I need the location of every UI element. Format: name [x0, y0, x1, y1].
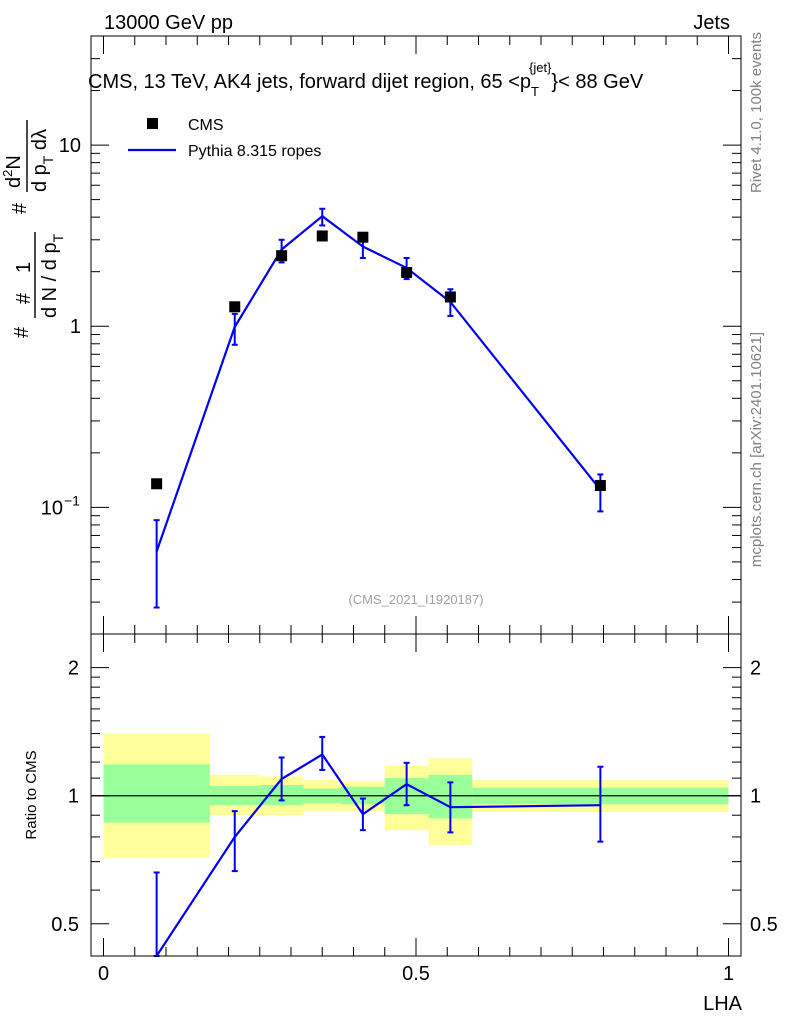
- ylabel-prefix-hash: #: [11, 326, 33, 338]
- ratio-ytick-label-left: 2: [68, 658, 79, 680]
- ylabel-denom-sub: T: [50, 233, 66, 242]
- main-ytick-label: 1: [70, 316, 81, 338]
- legend-marker-cms: [147, 118, 158, 129]
- ratio-pythia-line: [155, 753, 601, 957]
- ylabel-frac1-numer: #1: [13, 262, 35, 304]
- cms-data-point: [357, 231, 369, 243]
- legend-label-cms: CMS: [188, 117, 224, 134]
- title-sup-jet: {jet}: [529, 60, 552, 75]
- pythia-line: [155, 214, 602, 552]
- ratio-xtick-label: 0.5: [402, 963, 430, 985]
- ratio-ytick-label-right: 0.5: [750, 914, 778, 936]
- cms-data-point: [276, 250, 288, 262]
- cms-data-point: [444, 291, 456, 303]
- ratio-ylabel: Ratio to CMS: [23, 750, 40, 839]
- ratio-xtick-label: 0: [98, 963, 109, 985]
- cms-data-point: [316, 230, 328, 242]
- cms-data-point: [401, 266, 413, 278]
- ylabel-term2-hash: #: [9, 202, 31, 214]
- title-sub-t: T: [531, 84, 539, 99]
- ratio-ytick-label-right: 2: [750, 658, 761, 680]
- ylabel-term2-sub: T: [40, 155, 56, 164]
- ratio-ytick-label-right: 1: [750, 786, 761, 808]
- ylabel-denom-text: d N / d p: [39, 242, 61, 318]
- ratio-band-inner: [103, 764, 210, 823]
- ylabel-term2-dlambda: dλ: [29, 129, 51, 156]
- ratio-xtick-label: 1: [723, 963, 734, 985]
- ylabel-numer-hash: #: [13, 292, 35, 304]
- ylabel-term2-dp: d p: [29, 164, 51, 192]
- ylabel-frac1-denom: d N / d pT: [39, 233, 66, 318]
- cms-data-point: [594, 480, 606, 492]
- ratio-ytick-label-left: 1: [68, 786, 79, 808]
- legend-label-pythia: Pythia 8.315 ropes: [188, 143, 321, 160]
- ylabel-frac2-denom: d pT dλ: [29, 129, 56, 192]
- mcplots-label: mcplots.cern.ch [arXiv:2401.10621]: [748, 332, 765, 567]
- ratio-ytick-label-left: 0.5: [51, 914, 79, 936]
- cms-data-point: [151, 478, 163, 490]
- main-ylabel: # #1 d N / d pT # d2N d pT dλ: [0, 120, 66, 338]
- main-ytick-label: 10: [59, 135, 81, 157]
- title-part-after: }< 88 GeV: [551, 71, 643, 93]
- main-ytick-label-exponent: −1: [64, 492, 80, 508]
- category-label: Jets: [693, 12, 730, 34]
- ylabel-term2-sup: 2: [0, 170, 15, 177]
- ylabel-numer-one: 1: [13, 262, 35, 273]
- ylabel-frac2-numer: d2N: [0, 155, 25, 188]
- ylabel-term2-d: d: [3, 177, 25, 188]
- rivet-label: Rivet 4.1.0, 100k events: [748, 32, 765, 193]
- main-title: CMS, 13 TeV, AK4 jets, forward dijet reg…: [88, 60, 644, 99]
- watermark-label: (CMS_2021_I1920187): [348, 592, 483, 607]
- main-ytick-label: 10: [41, 497, 63, 519]
- energy-label: 13000 GeV pp: [104, 12, 233, 34]
- ylabel-term2-n: N: [3, 155, 25, 169]
- ratio-xlabel: LHA: [703, 993, 743, 1015]
- title-part-before: CMS, 13 TeV, AK4 jets, forward dijet reg…: [88, 71, 531, 93]
- cms-data-point: [229, 301, 241, 313]
